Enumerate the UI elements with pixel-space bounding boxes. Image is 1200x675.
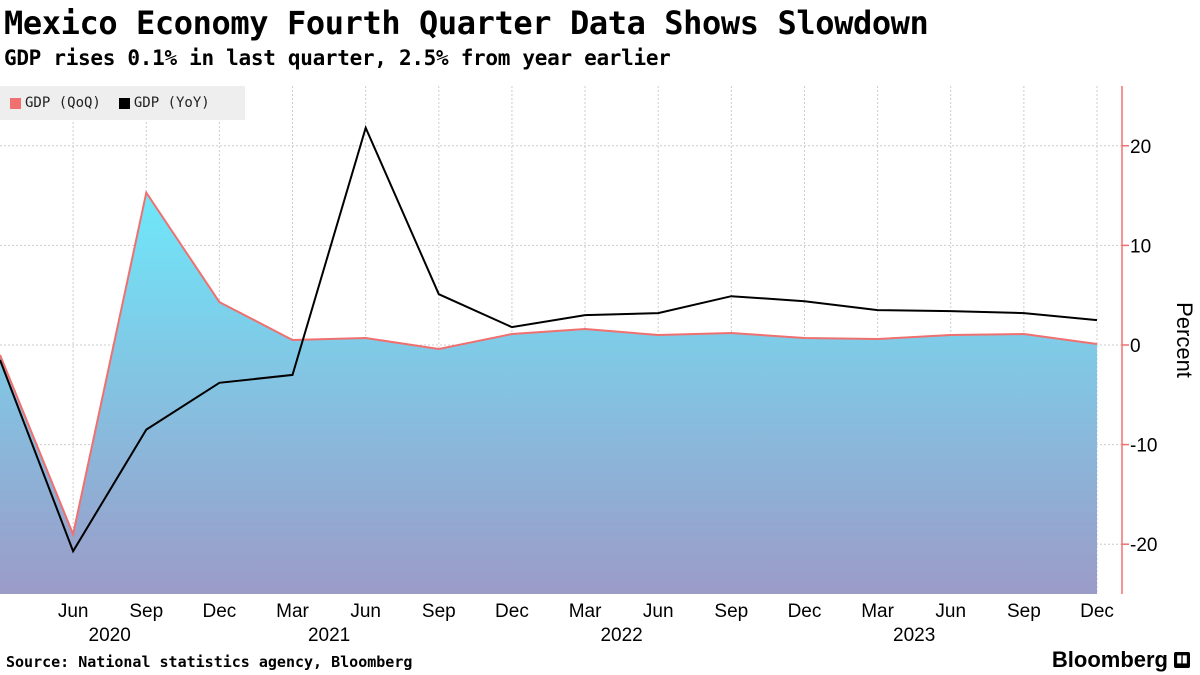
x-tick-label: Jun bbox=[350, 601, 381, 622]
y-tick-label: 10 bbox=[1130, 236, 1151, 257]
yoy-series-line bbox=[0, 124, 1098, 554]
legend-swatch-yoy bbox=[118, 97, 130, 109]
x-tick-label: Mar bbox=[276, 601, 309, 622]
y-tick-label: 0 bbox=[1130, 336, 1141, 357]
source-note: Source: National statistics agency, Bloo… bbox=[6, 653, 413, 671]
x-tick-label: Dec bbox=[1080, 601, 1114, 622]
chart-title: Mexico Economy Fourth Quarter Data Shows… bbox=[4, 4, 929, 42]
y-tick-label: -10 bbox=[1130, 436, 1157, 457]
y-tick-label: -20 bbox=[1130, 535, 1157, 556]
x-tick-label: Dec bbox=[203, 601, 237, 622]
qoq-area bbox=[0, 192, 1097, 594]
chart-subtitle: GDP rises 0.1% in last quarter, 2.5% fro… bbox=[4, 46, 671, 70]
legend-label-qoq: GDP (QoQ) bbox=[25, 95, 101, 111]
x-tick-label: Sep bbox=[129, 601, 163, 622]
y-tick-label: 20 bbox=[1130, 137, 1151, 158]
x-tick-label: Dec bbox=[495, 601, 529, 622]
legend: GDP (QoQ) GDP (YoY) bbox=[0, 86, 245, 120]
qoq-series-line bbox=[0, 190, 1098, 538]
x-tick-label: Sep bbox=[422, 601, 456, 622]
x-tick-label: Dec bbox=[788, 601, 822, 622]
x-tick-label: Mar bbox=[861, 601, 894, 622]
x-tick-label: Sep bbox=[714, 601, 748, 622]
x-tick-label: Jun bbox=[58, 601, 89, 622]
x-tick-label: Jun bbox=[643, 601, 674, 622]
x-year-label: 2021 bbox=[308, 625, 350, 646]
legend-item-yoy: GDP (YoY) bbox=[118, 95, 210, 111]
legend-swatch-qoq bbox=[10, 97, 21, 109]
x-tick-label: Sep bbox=[1007, 601, 1041, 622]
y-axis-label: Percent bbox=[1172, 302, 1197, 378]
x-year-label: 2023 bbox=[893, 625, 935, 646]
x-year-label: 2020 bbox=[89, 625, 131, 646]
brand-logo: Bloomberg ▮▮ bbox=[1052, 647, 1190, 673]
bloomberg-terminal-icon: ▮▮ bbox=[1174, 652, 1190, 668]
x-tick-label: Mar bbox=[569, 601, 602, 622]
brand-name: Bloomberg bbox=[1051, 647, 1168, 672]
legend-label-yoy: GDP (YoY) bbox=[133, 95, 210, 111]
x-year-label: 2022 bbox=[600, 625, 642, 646]
legend-item-qoq: GDP (QoQ) bbox=[10, 95, 101, 111]
x-tick-label: Jun bbox=[935, 601, 966, 622]
